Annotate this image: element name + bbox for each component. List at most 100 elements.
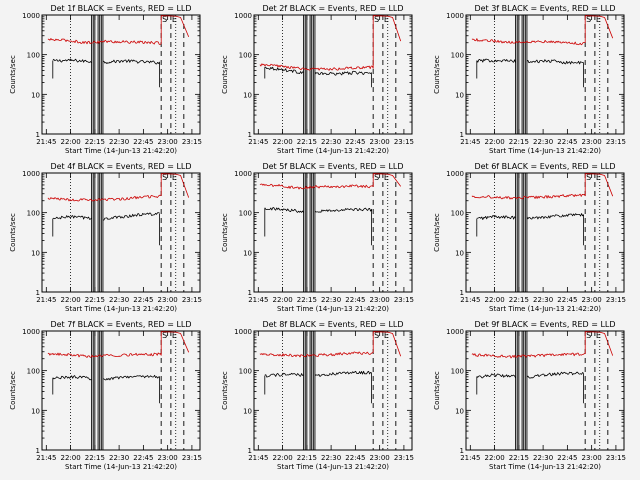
y-tick-label: 10 xyxy=(455,249,464,257)
y-tick-label: 1000 xyxy=(234,328,252,336)
marker-label: E xyxy=(172,331,177,340)
x-tick-label: 23:15 xyxy=(606,296,626,304)
panel-title: Det 3f BLACK = Events, RED = LLD xyxy=(474,4,615,13)
x-tick-label: 22:45 xyxy=(133,138,153,146)
x-tick-label: 22:45 xyxy=(557,138,577,146)
x-tick-label: 23:00 xyxy=(370,296,390,304)
panel-6: Det 6f BLACK = Events, RED = LLD 1 10 100 10… xyxy=(433,162,626,313)
plot-frame xyxy=(465,14,625,135)
x-tick-label: 23:15 xyxy=(182,296,202,304)
y-axis-label: Counts/sec xyxy=(433,213,441,252)
marker-label: S xyxy=(162,15,167,24)
x-axis-label: Start Time (14-Jun-13 21:42:20) xyxy=(489,305,601,313)
x-tick-label: 22:45 xyxy=(133,454,153,462)
y-tick-label: 10 xyxy=(31,407,40,415)
x-tick-label: 22:30 xyxy=(321,138,341,146)
x-tick-label: 23:00 xyxy=(158,138,178,146)
events-series-line xyxy=(52,212,160,246)
x-tick-label: 23:00 xyxy=(582,454,602,462)
y-tick-label: 1 xyxy=(36,289,40,297)
x-tick-label: 23:00 xyxy=(582,296,602,304)
y-axis-label: Counts/sec xyxy=(221,55,229,94)
lld-series-line xyxy=(471,173,614,200)
panel-4: Det 4f BLACK = Events, RED = LLD 1 10 100 10… xyxy=(9,162,202,313)
x-tick-label: 22:00 xyxy=(60,296,80,304)
events-series-line xyxy=(476,213,584,246)
y-tick-label: 10 xyxy=(455,407,464,415)
x-tick-label: 21:45 xyxy=(248,138,268,146)
x-tick-label: 22:00 xyxy=(272,138,292,146)
marker-label: E xyxy=(596,15,601,24)
x-tick-label: 22:00 xyxy=(272,296,292,304)
y-tick-label: 1000 xyxy=(234,170,252,178)
events-series-line xyxy=(476,371,584,404)
panel-2: Det 2f BLACK = Events, RED = LLD 1 10 100 10… xyxy=(221,4,414,155)
y-tick-label: 1000 xyxy=(446,328,464,336)
y-tick-label: 100 xyxy=(27,368,40,376)
y-tick-label: 100 xyxy=(239,368,252,376)
panel-title: Det 6f BLACK = Events, RED = LLD xyxy=(474,162,615,171)
lld-series-line xyxy=(471,331,614,359)
x-tick-label: 22:15 xyxy=(297,296,317,304)
lld-series-line xyxy=(259,173,402,190)
y-tick-label: 10 xyxy=(243,91,252,99)
y-tick-label: 10 xyxy=(31,249,40,257)
y-tick-label: 10 xyxy=(455,91,464,99)
x-tick-label: 22:15 xyxy=(85,454,105,462)
y-tick-label: 1 xyxy=(36,447,40,455)
x-tick-label: 22:15 xyxy=(509,454,529,462)
x-tick-label: 21:45 xyxy=(460,138,480,146)
marker-label: S xyxy=(374,331,379,340)
y-tick-label: 100 xyxy=(239,52,252,60)
x-tick-label: 21:45 xyxy=(248,296,268,304)
y-tick-label: 100 xyxy=(451,52,464,60)
plot-frame xyxy=(41,14,201,135)
x-tick-label: 23:00 xyxy=(370,454,390,462)
events-series-line xyxy=(52,374,160,404)
x-tick-label: 23:15 xyxy=(394,296,414,304)
x-axis-label: Start Time (14-Jun-13 21:42:20) xyxy=(65,147,177,155)
marker-label: E xyxy=(384,15,389,24)
panel-title: Det 7f BLACK = Events, RED = LLD xyxy=(50,320,191,329)
marker-label: E xyxy=(384,173,389,182)
lld-series-line xyxy=(47,331,190,358)
marker-label: S xyxy=(374,173,379,182)
y-tick-label: 100 xyxy=(451,210,464,218)
events-series-line xyxy=(264,370,372,404)
x-axis-label: Start Time (14-Jun-13 21:42:20) xyxy=(489,147,601,155)
marker-label: E xyxy=(172,173,177,182)
plot-frame xyxy=(253,330,413,451)
y-tick-label: 100 xyxy=(239,210,252,218)
y-tick-label: 1 xyxy=(248,289,252,297)
panel-8: Det 8f BLACK = Events, RED = LLD 1 10 100 10… xyxy=(221,320,414,471)
plot-frame xyxy=(41,330,201,451)
x-tick-label: 21:45 xyxy=(36,296,56,304)
y-axis-label: Counts/sec xyxy=(433,55,441,94)
x-tick-label: 23:00 xyxy=(158,296,178,304)
y-tick-label: 100 xyxy=(27,210,40,218)
y-tick-label: 10 xyxy=(31,91,40,99)
panel-5: Det 5f BLACK = Events, RED = LLD 1 10 100 10… xyxy=(221,162,414,313)
x-tick-label: 22:15 xyxy=(509,138,529,146)
x-tick-label: 22:30 xyxy=(109,296,129,304)
x-tick-label: 23:15 xyxy=(606,138,626,146)
panel-title: Det 5f BLACK = Events, RED = LLD xyxy=(262,162,403,171)
x-axis-label: Start Time (14-Jun-13 21:42:20) xyxy=(65,305,177,313)
x-tick-label: 23:15 xyxy=(394,138,414,146)
x-tick-label: 21:45 xyxy=(460,296,480,304)
events-series-line xyxy=(264,66,372,88)
lld-series-line xyxy=(47,15,190,45)
x-axis-label: Start Time (14-Jun-13 21:42:20) xyxy=(277,147,389,155)
x-tick-label: 21:45 xyxy=(36,138,56,146)
x-tick-label: 22:45 xyxy=(345,138,365,146)
x-tick-label: 22:00 xyxy=(484,138,504,146)
y-tick-label: 1 xyxy=(460,289,464,297)
marker-label: E xyxy=(384,331,389,340)
x-tick-label: 23:00 xyxy=(582,138,602,146)
y-tick-label: 100 xyxy=(27,52,40,60)
x-tick-label: 22:15 xyxy=(509,296,529,304)
events-series-line xyxy=(52,58,160,88)
marker-label: S xyxy=(374,15,379,24)
x-tick-label: 22:15 xyxy=(297,454,317,462)
marker-label: S xyxy=(586,15,591,24)
